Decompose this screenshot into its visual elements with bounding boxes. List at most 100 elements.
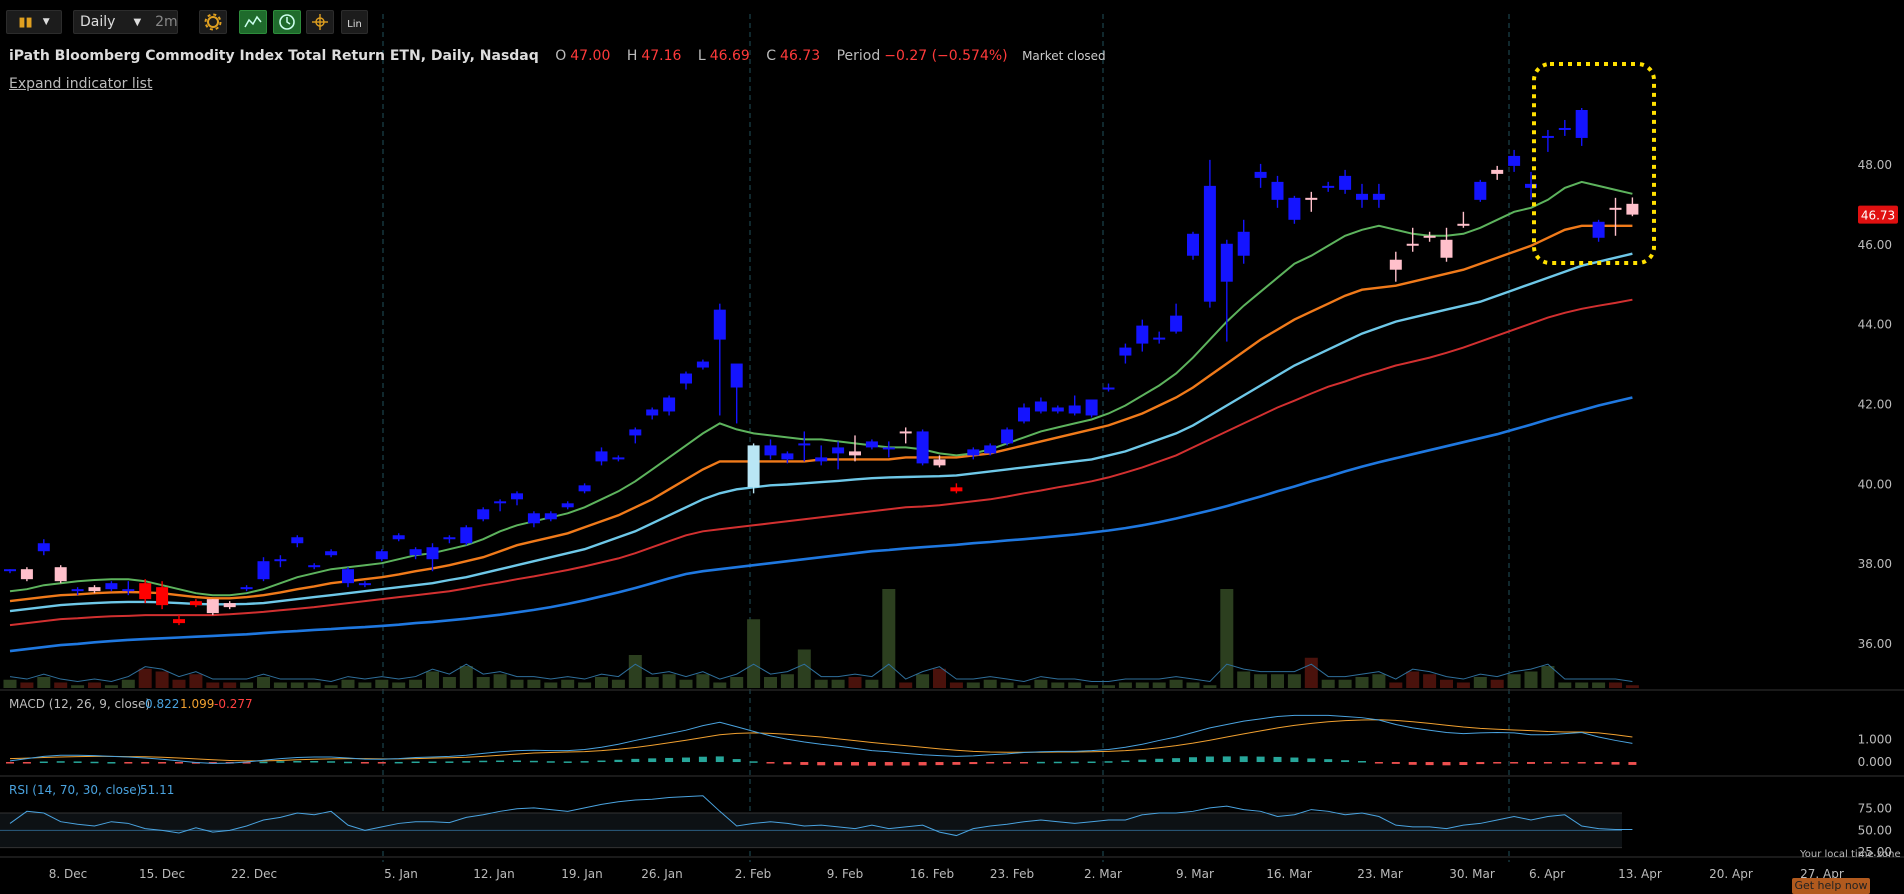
get-help-button[interactable]: Get help now xyxy=(1792,878,1870,894)
macd-histogram-bar xyxy=(259,761,268,764)
open-value: 47.00 xyxy=(570,48,611,64)
macd-histogram-bar xyxy=(1036,761,1045,764)
chart-type-button[interactable]: ▮▮ ▼ xyxy=(6,10,62,34)
period-change-label: Period xyxy=(836,48,881,64)
indicators-button[interactable] xyxy=(239,10,267,34)
moving-average-line xyxy=(9,252,1633,613)
macd-histogram-bar xyxy=(682,757,690,763)
low-label: L xyxy=(697,48,706,64)
candle-body xyxy=(1592,221,1605,238)
candle-body xyxy=(1491,169,1504,174)
macd-histogram-bar xyxy=(1189,757,1197,763)
volume-bar xyxy=(20,682,34,688)
volume-bar xyxy=(240,682,254,688)
macd-histogram-bar xyxy=(766,762,775,764)
volume-bar xyxy=(375,679,389,688)
volume-bar xyxy=(1541,666,1555,688)
period-select[interactable]: Daily ▼ 2m xyxy=(73,10,178,34)
period-value: Daily xyxy=(80,14,116,30)
macd-histogram-bar xyxy=(1442,762,1451,766)
volume-bar xyxy=(1338,679,1352,688)
candle-body xyxy=(1187,233,1199,256)
scale-button[interactable]: Lin xyxy=(341,10,368,34)
macd-histogram-bar xyxy=(1577,762,1586,764)
macd-histogram-bar xyxy=(867,762,876,766)
candle-body xyxy=(933,459,946,466)
macd-panel: MACD (12, 26, 9, close)0.822 1.099 -0.277 1… xyxy=(6,697,1892,769)
gear-icon xyxy=(204,13,222,31)
volume-bar xyxy=(1068,682,1082,688)
volume-bar xyxy=(1372,674,1386,688)
volume-bar xyxy=(713,682,727,688)
macd-histogram-bar xyxy=(884,762,893,766)
volume-bar xyxy=(1034,679,1048,688)
candle-body xyxy=(1102,387,1115,390)
volume-bar xyxy=(1287,674,1301,688)
candle-body xyxy=(865,441,878,448)
macd-histogram-bar xyxy=(969,762,978,765)
macd-histogram-bar xyxy=(665,757,674,763)
volume-bar xyxy=(865,679,879,688)
macd-histogram-bar xyxy=(1307,758,1316,763)
macd-histogram-bar xyxy=(698,756,707,763)
macd-histogram-bar xyxy=(597,760,606,763)
candle-body xyxy=(713,309,726,340)
candle-body xyxy=(1170,315,1183,332)
settings-button[interactable] xyxy=(199,10,227,34)
candle-body xyxy=(1626,203,1639,215)
x-tick-label: 12. Jan xyxy=(473,867,514,881)
volume-bar xyxy=(730,677,744,688)
last-price-label: 46.73 xyxy=(1861,209,1895,223)
moving-average-line xyxy=(9,396,1633,653)
candle-body xyxy=(37,543,50,552)
macd-histogram-bar xyxy=(175,762,183,764)
macd-histogram-bar xyxy=(310,761,319,763)
candle-body xyxy=(88,587,101,592)
volume-bar xyxy=(561,679,575,688)
volume-bar xyxy=(1473,677,1487,688)
candle-body xyxy=(832,447,845,454)
macd-histogram-bar xyxy=(1408,762,1417,765)
macd-histogram-bar xyxy=(1324,759,1333,763)
volume-bar xyxy=(595,677,608,688)
candle-body xyxy=(71,589,84,592)
low-value: 46.69 xyxy=(709,48,750,64)
macd-histogram-bar xyxy=(563,761,572,763)
volume-bar xyxy=(358,682,372,688)
volume-bar xyxy=(426,671,439,688)
candle-body xyxy=(460,527,473,544)
candle-body xyxy=(1406,243,1419,246)
candle-body xyxy=(409,549,422,556)
crosshair-button[interactable] xyxy=(306,10,334,34)
candle-body xyxy=(1085,399,1098,416)
macd-histogram-bar xyxy=(1594,762,1603,764)
macd-histogram-bar xyxy=(394,761,403,764)
macd-histogram-bar xyxy=(1459,762,1468,766)
volume-bar xyxy=(37,677,51,688)
candle-body xyxy=(1237,231,1250,256)
macd-histogram-bar xyxy=(90,761,99,764)
x-tick-label: 26. Jan xyxy=(641,867,682,881)
volume-bar xyxy=(780,674,794,688)
macd-signal-line xyxy=(9,719,1633,762)
candle-body xyxy=(916,431,929,464)
rsi-line xyxy=(9,795,1633,837)
candle-body xyxy=(54,567,67,582)
volume-bar xyxy=(899,682,913,688)
candle-body xyxy=(1575,109,1588,138)
volume-bar xyxy=(104,685,118,688)
expand-indicator-list-link[interactable]: Expand indicator list xyxy=(9,76,153,92)
candle-body xyxy=(1068,405,1081,414)
candle-body xyxy=(849,451,861,456)
scale-label: Lin xyxy=(347,18,362,30)
macd-histogram-bar xyxy=(344,761,352,764)
volume-bar xyxy=(578,682,592,688)
macd-histogram-bar xyxy=(1611,762,1620,765)
volume-bar xyxy=(54,682,68,688)
time-button[interactable] xyxy=(273,10,301,34)
moving-average-line xyxy=(9,224,1633,603)
macd-histogram-bar xyxy=(546,761,555,763)
candle-body xyxy=(1034,401,1047,412)
candle-body xyxy=(899,431,912,434)
